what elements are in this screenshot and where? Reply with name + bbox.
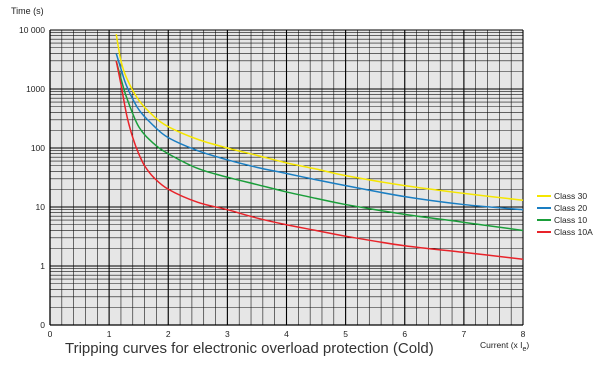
x-axis-label: Current (x Ie) <box>480 340 529 353</box>
y-tick-label: 1000 <box>26 84 45 94</box>
chart-caption: Tripping curves for electronic overload … <box>65 340 434 357</box>
series-line-class-10a <box>115 60 524 261</box>
y-tick-label: 1 <box>40 261 45 271</box>
axes <box>49 30 523 326</box>
series-line-class-30 <box>115 34 524 202</box>
legend-label: Class 30 <box>554 191 587 201</box>
series-line-class-10 <box>115 60 524 232</box>
x-tick-label: 8 <box>521 329 526 339</box>
legend-label: Class 10A <box>554 227 593 237</box>
y-tick-label: 100 <box>31 143 45 153</box>
x-tick-label: 2 <box>166 329 171 339</box>
legend-label: Class 10 <box>554 215 587 225</box>
series-line-class-20 <box>115 53 524 211</box>
series-curves <box>115 34 524 261</box>
legend: Class 30 Class 20 Class 10 Class 10A <box>537 191 593 237</box>
y-tick-label: 10 000 <box>19 25 45 35</box>
x-tick-label: 6 <box>402 329 407 339</box>
legend-label: Class 20 <box>554 203 587 213</box>
x-tick-label: 7 <box>462 329 467 339</box>
y-tick-label: 0 <box>40 320 45 330</box>
x-tick-label: 3 <box>225 329 230 339</box>
y-tick-label: 10 <box>36 202 46 212</box>
x-tick-labels: 0 1 2 3 4 5 6 7 8 <box>48 329 526 339</box>
y-axis-label: Time (s) <box>11 6 44 16</box>
x-tick-label: 0 <box>48 329 53 339</box>
x-tick-label: 1 <box>107 329 112 339</box>
x-tick-label: 4 <box>284 329 289 339</box>
x-tick-label: 5 <box>343 329 348 339</box>
